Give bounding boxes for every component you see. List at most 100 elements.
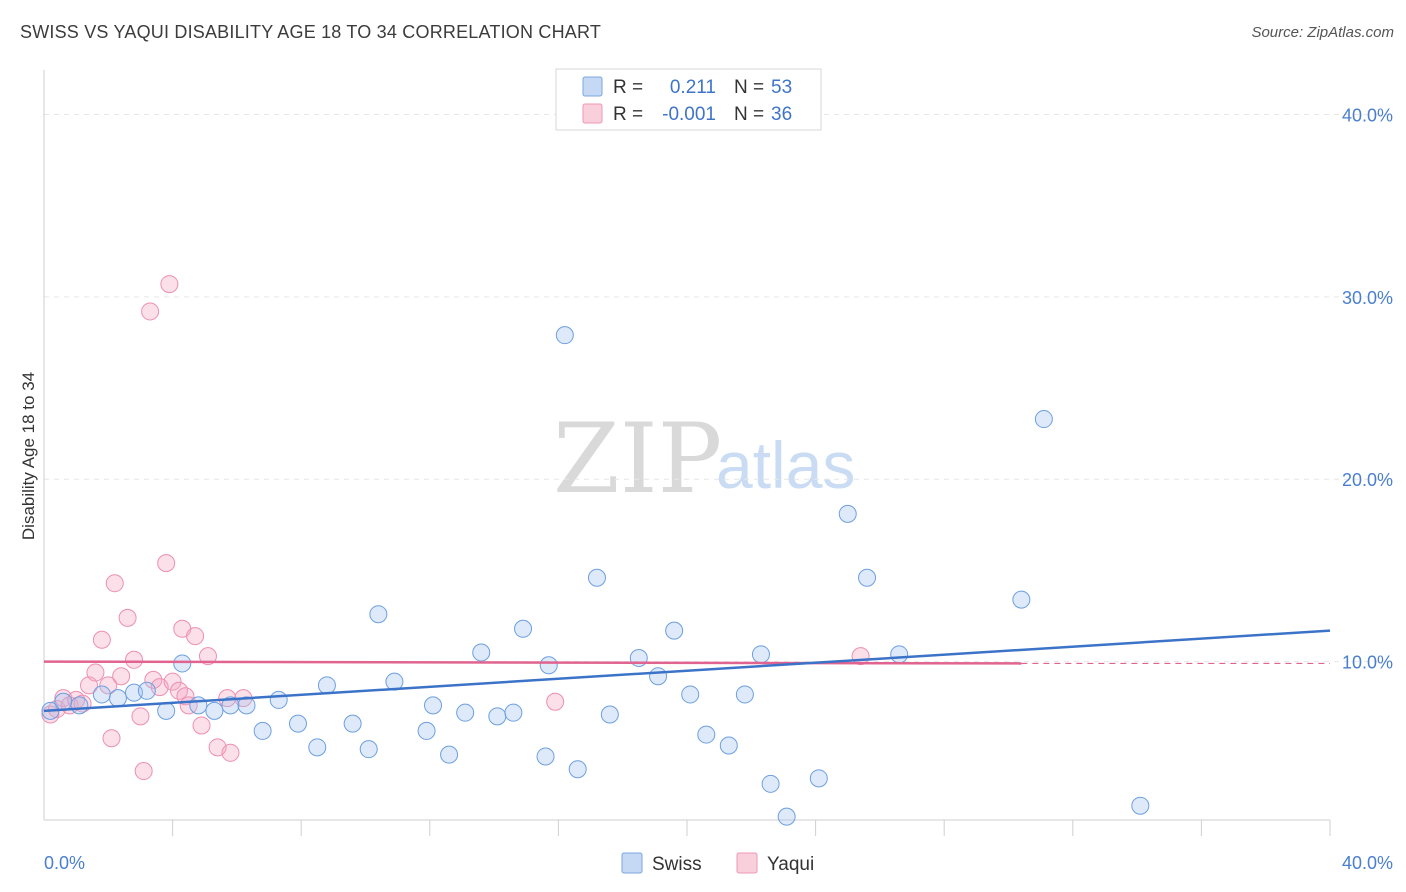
legend-yaqui-n-value: 36 [771,104,792,125]
swiss-point [681,685,700,704]
swiss-point [205,701,224,720]
swiss-point [587,568,606,587]
yaqui-point [546,692,565,711]
swiss-trend-line [43,629,1331,713]
yaqui-point [92,630,111,649]
swiss-point [253,721,272,740]
yaqui-point [105,574,124,593]
swiss-point [809,769,828,788]
swiss-point [751,645,770,664]
legend-swiss-r-label: R = [613,77,643,98]
swiss-point [890,645,909,664]
legend-yaqui-r-value: -0.001 [662,104,716,125]
swiss-point [649,667,668,686]
yaqui-point [86,663,105,682]
bottom-legend: Swiss Yaqui [621,852,814,875]
yaqui-point [134,762,153,781]
yaqui-point [118,608,137,627]
swiss-point [1034,410,1053,429]
swiss-point [108,689,127,708]
yaqui-point [141,302,160,321]
x-axis-ticks [172,820,1331,836]
yaqui-point [192,716,211,735]
yaqui-point [131,707,150,726]
watermark-atlas: atlas [716,428,855,502]
bottom-legend-swiss: Swiss [652,854,702,875]
swiss-point [838,504,857,523]
yaqui-point [160,275,179,294]
trend-lines [43,629,1331,713]
swiss-point [359,740,378,759]
yaqui-trend-line [43,660,1022,665]
x-tick-label-right: 40.0% [1342,853,1393,873]
swiss-point [488,707,507,726]
yaqui-point [99,676,118,695]
swiss-point [1012,590,1031,609]
y-tick-label: 10.0% [1342,653,1393,673]
yaqui-point [186,627,205,646]
swiss-point [173,654,192,673]
swiss-point [369,605,388,624]
yaqui-point [157,554,176,573]
swiss-point [157,701,176,720]
swiss-point [514,619,533,638]
source-attribution: Source: ZipAtlas.com [1251,24,1394,41]
swiss-point [456,703,475,722]
swiss-point [761,774,780,793]
yaqui-point [144,670,163,689]
swiss-point [665,621,684,640]
gridlines [44,113,1393,663]
swiss-point [600,705,619,724]
watermark-zip: ZIP [553,403,722,515]
swiss-point [555,326,574,345]
swiss-point [536,747,555,766]
legend-yaqui-r-label: R = [613,104,643,125]
legend-swatch-swiss [582,76,603,97]
swiss-point [92,685,111,704]
swiss-point [137,681,156,700]
swiss-point [777,807,796,826]
yaqui-point [163,672,182,691]
yaqui-point [102,729,121,748]
bottom-legend-yaqui: Yaqui [767,854,814,875]
yaqui-point [125,650,144,669]
swiss-point [440,745,459,764]
bottom-legend-swatch-swiss [621,852,643,874]
swiss-point [237,696,256,715]
yaqui-point [221,743,240,762]
swiss-point [735,685,754,704]
chart-title: SWISS VS YAQUI DISABILITY AGE 18 TO 34 C… [20,22,602,42]
swiss-point [54,692,73,711]
swiss-point [697,725,716,744]
y-tick-label: 30.0% [1342,288,1393,308]
legend: R = 0.211 N = 53 R = -0.001 N = 36 [555,68,822,131]
legend-yaqui-n-label: N = [734,104,764,125]
y-tick-labels: 10.0% 20.0% 30.0% 40.0% [1342,105,1393,672]
swiss-point [308,738,327,757]
swiss-point [70,696,89,715]
watermark: ZIP atlas [553,403,855,515]
swiss-point [269,690,288,709]
swiss-point [719,736,738,755]
swiss-point [288,714,307,733]
y-tick-label: 20.0% [1342,470,1393,490]
swiss-point [472,643,491,662]
bottom-legend-swatch-yaqui [736,852,758,874]
legend-swatch-yaqui [582,103,603,124]
swiss-point [539,656,558,675]
swiss-point [317,676,336,695]
swiss-point [568,760,587,779]
legend-swiss-n-value: 53 [771,77,792,98]
swiss-point [343,714,362,733]
swiss-point [221,696,240,715]
swiss-series [41,326,1150,826]
swiss-point [504,703,523,722]
y-tick-label: 40.0% [1342,105,1393,125]
swiss-point [1131,796,1150,815]
x-tick-label-left: 0.0% [44,853,85,873]
swiss-point [424,696,443,715]
legend-swiss-r-value: 0.211 [670,77,716,98]
swiss-point [189,696,208,715]
legend-swiss-n-label: N = [734,77,764,98]
